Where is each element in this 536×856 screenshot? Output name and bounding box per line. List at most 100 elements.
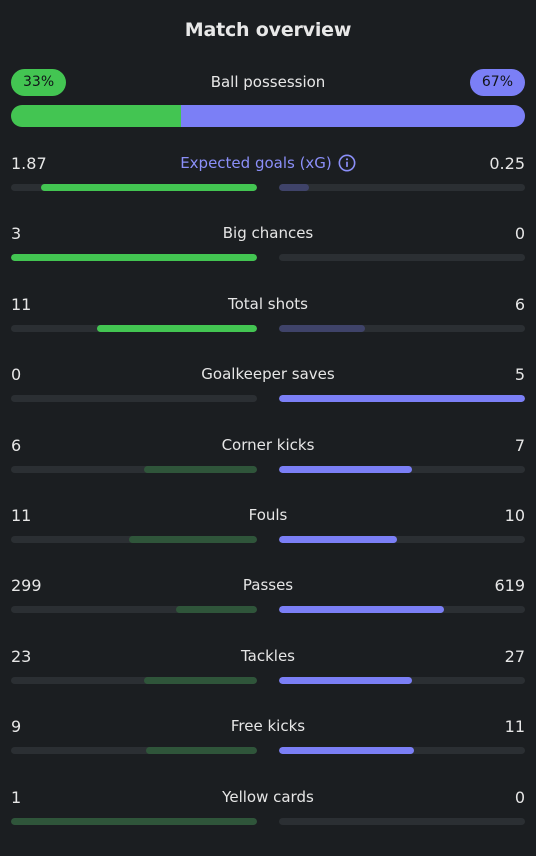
stat-row: 0 Goalkeeper saves 5 [11, 361, 525, 431]
stat-label-text: Corner kicks [221, 435, 315, 454]
stat-row: 11 Fouls 10 [11, 502, 525, 572]
stat-label: Corner kicks [11, 436, 525, 454]
stat-row: 3 Big chances 0 [11, 220, 525, 290]
possession-bar-home [11, 105, 181, 127]
away-stat-value: 0.25 [489, 154, 525, 173]
away-stat-bar-fill [279, 465, 412, 473]
home-stat-bar [11, 324, 257, 332]
away-stat-value: 0 [514, 787, 525, 807]
stat-label-text: Tackles [240, 646, 296, 665]
home-stat-value: 3 [11, 224, 22, 244]
home-stat-bar-fill [11, 254, 257, 262]
stat-label: Goalkeeper saves [11, 365, 525, 383]
stat-label-text: Goalkeeper saves [201, 365, 335, 384]
home-stat-value: 6 [11, 435, 22, 455]
home-stat-bar [11, 184, 257, 191]
stat-label: Passes [11, 576, 525, 594]
home-stat-bar-fill [40, 184, 257, 191]
home-stat-value: 0 [11, 365, 22, 385]
possession-header: 33% Ball possession 67% [11, 68, 525, 98]
away-stat-bar [279, 747, 525, 755]
stat-bars [11, 747, 525, 755]
stat-bars [11, 184, 525, 192]
stat-header: 23 Tackles 27 [11, 643, 525, 669]
home-stat-bar [11, 465, 257, 473]
away-stat-bar [279, 254, 525, 262]
stat-bars [11, 606, 525, 614]
home-stat-value: 23 [11, 646, 32, 666]
home-stat-bar-fill [129, 535, 257, 543]
stat-bars [11, 254, 525, 262]
away-stat-value: 619 [494, 576, 525, 596]
home-stat-value: 11 [11, 505, 32, 525]
away-stat-value: 27 [504, 646, 525, 666]
stat-header: 6 Corner kicks 7 [11, 432, 525, 458]
home-stat-bar [11, 606, 257, 614]
panel-title: Match overview [184, 19, 352, 41]
stat-row: 299 Passes 619 [11, 572, 525, 642]
home-stat-bar [11, 395, 257, 403]
stat-bars [11, 535, 525, 544]
stat-label: Fouls [11, 506, 525, 524]
away-stat-bar-fill [279, 535, 398, 543]
stat-label-text: Total shots [228, 294, 308, 313]
stat-label-text: Fouls [248, 505, 288, 524]
away-stat-bar [279, 324, 525, 332]
away-stat-bar-fill [279, 606, 444, 614]
possession-label: Ball possession [210, 73, 326, 91]
away-stat-value: 11 [504, 717, 525, 737]
home-stat-bar [11, 817, 257, 825]
home-stat-bar-fill [97, 324, 257, 332]
away-stat-bar-fill [279, 676, 412, 684]
home-stat-bar-fill [11, 817, 257, 825]
stat-label: Total shots [11, 295, 525, 313]
home-stat-bar [11, 676, 257, 684]
stat-bars [11, 324, 525, 333]
away-stat-bar [279, 184, 525, 191]
stat-row: 1 Yellow cards 0 [11, 784, 525, 854]
stat-header: 11 Total shots 6 [11, 291, 525, 317]
home-stat-bar-fill [143, 465, 257, 473]
away-possession-badge: 67% [469, 69, 525, 96]
away-stat-value: 5 [514, 365, 525, 385]
stat-label: Big chances [11, 224, 525, 242]
away-stat-bar [279, 395, 525, 403]
possession-bar [11, 105, 525, 127]
stat-label: Free kicks [11, 717, 525, 735]
info-icon[interactable] [338, 154, 356, 172]
stat-bars [11, 465, 525, 474]
away-stat-bar-fill [279, 395, 525, 403]
stat-header: 11 Fouls 10 [11, 502, 525, 528]
stat-bars [11, 676, 525, 685]
away-stat-value: 6 [514, 294, 525, 314]
away-stat-bar [279, 817, 525, 825]
stats-list: 1.87 Expected goals (xG) 0.25 3 Big chances 0… [11, 150, 525, 854]
home-stat-value: 1.87 [11, 154, 47, 173]
stat-header: 3 Big chances 0 [11, 220, 525, 246]
stat-label-text: Big chances [222, 224, 314, 243]
possession-bar-away [180, 105, 525, 127]
home-stat-bar-fill [143, 676, 257, 684]
stat-bars [11, 817, 525, 826]
home-stat-value: 1 [11, 787, 22, 807]
away-stat-value: 7 [514, 435, 525, 455]
away-stat-bar-fill [279, 747, 415, 755]
stat-label-text: Expected goals (xG) [180, 154, 332, 172]
home-stat-bar-fill [146, 747, 257, 755]
away-stat-bar [279, 465, 525, 473]
stat-bars [11, 395, 525, 403]
stat-row: 23 Tackles 27 [11, 643, 525, 713]
stat-header: 0 Goalkeeper saves 5 [11, 361, 525, 387]
away-stat-bar [279, 535, 525, 543]
stat-label-text: Passes [242, 576, 294, 595]
stat-row: 6 Corner kicks 7 [11, 432, 525, 502]
home-stat-value: 11 [11, 294, 32, 314]
stat-label: Yellow cards [11, 788, 525, 806]
stat-header: 9 Free kicks 11 [11, 713, 525, 739]
home-stat-value: 9 [11, 717, 22, 737]
stat-row: 11 Total shots 6 [11, 291, 525, 361]
away-stat-value: 10 [504, 505, 525, 525]
home-stat-value: 299 [11, 576, 42, 596]
stat-label[interactable]: Expected goals (xG) [11, 154, 525, 172]
